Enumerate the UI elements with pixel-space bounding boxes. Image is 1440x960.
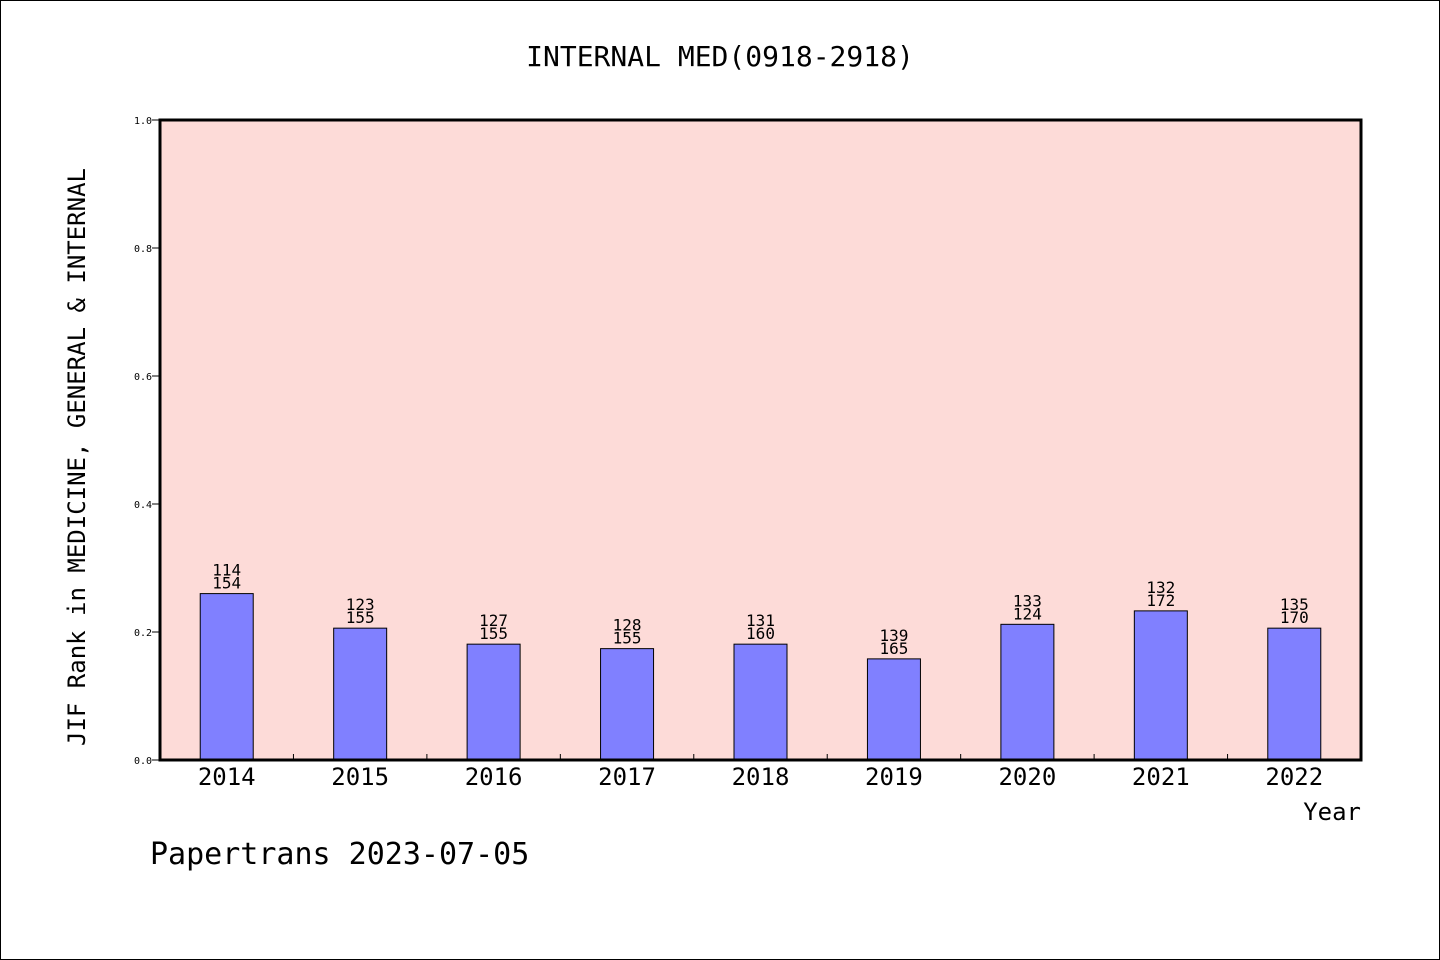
plot-border [158, 118, 1363, 762]
data-label-total: 160 [746, 624, 775, 643]
x-tick-label: 2022 [1265, 763, 1323, 791]
x-tick-label: 2015 [331, 763, 389, 791]
y-tick-label: 0.4 [134, 500, 152, 511]
x-tick-label: 2020 [998, 763, 1056, 791]
data-label-total: 154 [212, 574, 241, 593]
y-axis-label: JIF Rank in MEDICINE, GENERAL & INTERNAL [63, 168, 91, 746]
data-label-total: 155 [613, 629, 642, 648]
bar-2019 [866, 658, 921, 761]
x-tick-label: 2019 [865, 763, 923, 791]
data-label-total: 172 [1146, 591, 1175, 610]
x-tick-label: 2021 [1132, 763, 1190, 791]
bar-2021 [1133, 610, 1188, 761]
bar-2017 [600, 648, 655, 761]
data-label-rank: 139 [879, 626, 908, 645]
y-axis-ticks: 0.0 0.2 0.4 0.6 0.8 1.0 [134, 116, 160, 767]
footer-credit: Papertrans 2023-07-05 [150, 837, 529, 872]
data-label-total: 165 [879, 639, 908, 658]
chart-title: INTERNAL MED(0918-2918) [526, 40, 914, 73]
data-label-total: 155 [479, 624, 508, 643]
bar-2015 [333, 627, 388, 761]
data-label-total: 155 [346, 608, 375, 627]
y-tick-label: 1.0 [134, 116, 152, 127]
data-label-rank: 133 [1013, 591, 1042, 610]
data-label-rank: 135 [1280, 595, 1309, 614]
data-label-rank: 128 [613, 616, 642, 635]
bar-2016 [466, 643, 521, 761]
y-tick-label: 0.2 [134, 628, 152, 639]
y-tick-label: 0.6 [134, 372, 152, 383]
data-label-total: 124 [1013, 604, 1042, 623]
data-label-rank: 127 [479, 611, 508, 630]
y-tick-label: 0.0 [134, 756, 152, 767]
bar-2014 [199, 593, 254, 761]
x-tick-label: 2017 [598, 763, 656, 791]
data-label-total: 170 [1280, 608, 1309, 627]
y-tick-label: 0.8 [134, 244, 152, 255]
x-tick-label: 2016 [465, 763, 523, 791]
data-label-rank: 132 [1146, 578, 1175, 597]
data-label-rank: 131 [746, 611, 775, 630]
bar-2020 [1000, 623, 1055, 761]
bar-2018 [733, 643, 788, 761]
x-axis-label: Year [1303, 798, 1361, 826]
bar-2022 [1267, 627, 1322, 761]
bar-series [199, 593, 1322, 761]
x-tick-label: 2014 [198, 763, 256, 791]
x-axis-ticks: 2014 2015 2016 2017 2018 2019 2020 2021 2022 [198, 754, 1323, 791]
x-tick-label: 2018 [732, 763, 790, 791]
data-label-rank: 114 [212, 561, 241, 580]
data-label-rank: 123 [346, 595, 375, 614]
